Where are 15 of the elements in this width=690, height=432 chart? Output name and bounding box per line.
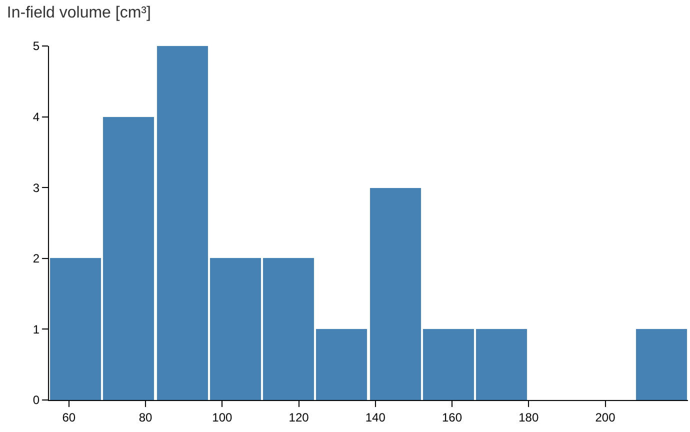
- y-tick-label: 0: [32, 393, 40, 408]
- y-tick-label: 5: [32, 39, 40, 54]
- x-tick-label: 140: [365, 410, 386, 424]
- x-tick-label: 100: [212, 410, 232, 424]
- y-tick-label: 4: [32, 110, 40, 124]
- x-tick-label: 80: [138, 410, 153, 424]
- x-tick-label: 120: [288, 410, 310, 424]
- x-tick-label: 180: [518, 410, 539, 424]
- y-tick-label: 2: [32, 252, 40, 266]
- x-tick-label: 160: [442, 410, 462, 424]
- x-tick-label: 60: [62, 410, 76, 424]
- chart-title: In-field volume [cm³]: [6, 4, 151, 22]
- y-tick-label: 3: [32, 180, 40, 195]
- y-tick-label: 1: [32, 322, 40, 336]
- x-tick-label: 200: [595, 410, 616, 424]
